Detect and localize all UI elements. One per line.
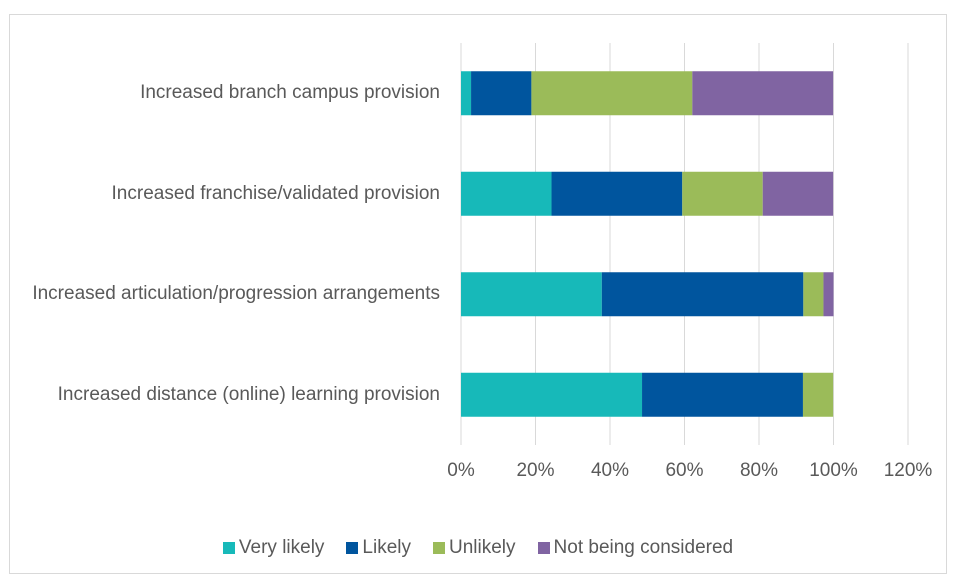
- legend-label: Not being considered: [553, 537, 734, 558]
- legend-item: Likely: [346, 537, 411, 559]
- x-tick-label: 100%: [809, 460, 858, 481]
- bar-segment: [762, 171, 834, 216]
- legend-item: Unlikely: [433, 537, 516, 559]
- legend-swatch: [346, 542, 359, 554]
- category-label-box: Increased franchise/validated provision: [10, 164, 440, 224]
- y-tick-label: Increased articulation/progression arran…: [32, 283, 440, 305]
- x-tick-label: 60%: [665, 460, 703, 481]
- x-tick-label: 0%: [447, 460, 475, 481]
- bar-segment: [531, 71, 693, 116]
- y-tick-label: Increased distance (online) learning pro…: [57, 383, 440, 405]
- bar-segment: [601, 272, 804, 317]
- bar-segment: [461, 171, 552, 216]
- legend-swatch: [537, 542, 550, 554]
- bar-segment: [461, 71, 472, 116]
- category-label-box: Increased articulation/progression arran…: [10, 264, 440, 324]
- x-tick-label: 120%: [884, 460, 933, 481]
- bar-segment: [551, 171, 683, 216]
- chart-border: [9, 14, 947, 574]
- legend: Very likely Likely Unlikely Not being consi…: [0, 537, 956, 559]
- bar-segment: [692, 71, 834, 116]
- bar-segment: [642, 372, 803, 417]
- bar-segment: [682, 171, 763, 216]
- bar-segment: [461, 372, 643, 417]
- bar-segment: [823, 272, 834, 317]
- legend-label: Unlikely: [449, 537, 516, 558]
- bar-segment: [802, 372, 834, 417]
- legend-item: Not being considered: [537, 537, 734, 559]
- x-tick-label: 20%: [516, 460, 554, 481]
- category-label-box: Increased distance (online) learning pro…: [10, 365, 440, 425]
- bar-segment: [471, 71, 532, 116]
- y-tick-label: Increased branch campus provision: [140, 82, 440, 104]
- legend-label: Likely: [362, 537, 411, 558]
- y-tick-label: Increased franchise/validated provision: [111, 182, 440, 204]
- bar-segment: [461, 272, 602, 317]
- bar-segment: [803, 272, 824, 317]
- legend-swatch: [222, 542, 235, 554]
- legend-label: Very likely: [238, 537, 325, 558]
- x-tick-label: 80%: [740, 460, 778, 481]
- x-tick-label: 40%: [591, 460, 629, 481]
- legend-swatch: [433, 542, 445, 554]
- legend-item: Very likely: [222, 537, 325, 559]
- category-label-box: Increased branch campus provision: [10, 63, 440, 123]
